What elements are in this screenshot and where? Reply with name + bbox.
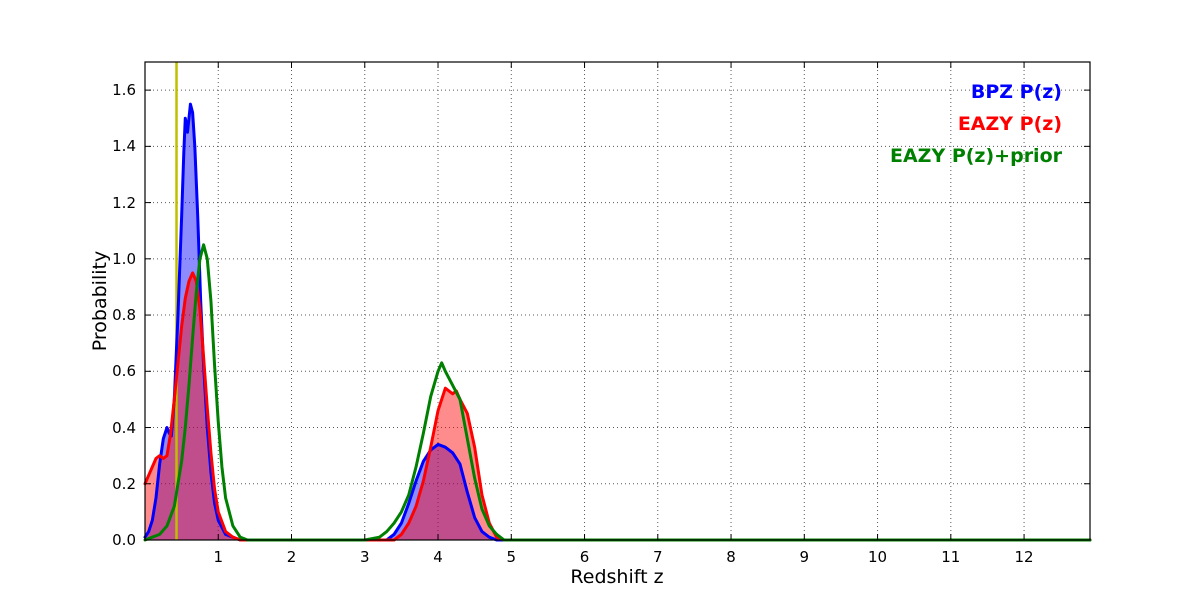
x-tick-label: 9 [799,548,810,566]
tick-marks [145,62,1090,541]
x-tick-label: 2 [286,548,297,566]
y-tick-label: 1.4 [112,137,136,156]
y-tick-label: 0.6 [112,362,136,381]
y-tick-label: 1.6 [112,81,136,100]
x-tick-label: 4 [433,548,443,566]
y-tick-label: 0.0 [112,531,136,549]
x-tick-label: 7 [653,548,663,566]
y-tick-label: 0.2 [112,474,136,493]
y-axis-label: Probability [89,250,111,352]
x-tick-label: 10 [868,548,888,566]
y-tick-label: 1.0 [112,249,136,268]
series-line-2 [143,243,1092,542]
plot-area [145,62,1090,540]
x-tick-label: 8 [726,548,736,566]
x-tick-label: 12 [1014,548,1034,566]
x-tick-label: 3 [359,548,370,566]
y-tick-label: 0.4 [112,418,136,437]
x-tick-label: 5 [506,548,517,566]
x-axis-label: Redshift z [570,566,664,588]
y-tick-label: 1.2 [112,193,136,212]
y-tick-label: 0.8 [112,306,136,325]
x-tick-label: 1 [213,548,224,566]
legend-item: BPZ P(z) [970,81,1062,103]
legend: BPZ P(z) EAZY P(z) EAZY P(z)+prior [890,76,1062,172]
legend-item: EAZY P(z)+prior [889,145,1062,167]
legend-item: EAZY P(z) [957,113,1062,135]
x-tick-label: 11 [941,548,961,566]
axes-frame [144,61,1091,541]
x-tick-label: 6 [579,548,590,566]
